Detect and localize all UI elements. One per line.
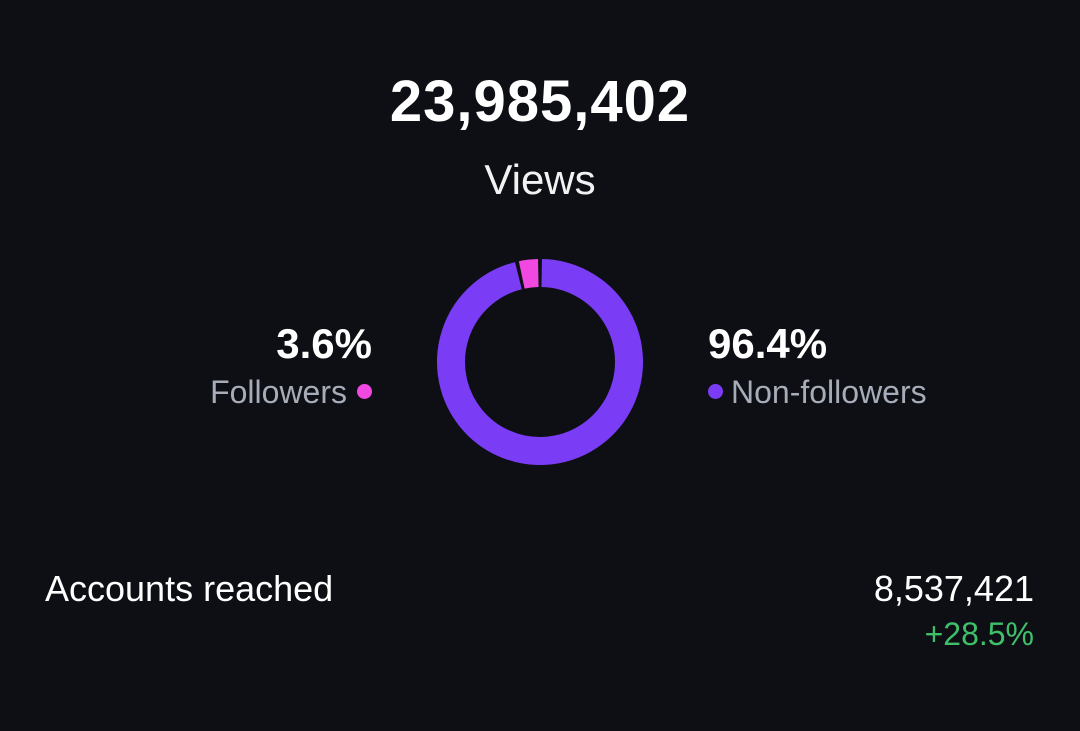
followers-percent: 3.6% <box>276 320 372 367</box>
accounts-reached-label: Accounts reached <box>45 568 334 609</box>
followers-segment-legend: 3.6% Followers <box>210 318 372 414</box>
total-views-count: 23,985,402 <box>389 69 691 134</box>
non-followers-segment-legend: 96.4% Non-followers <box>708 318 927 414</box>
non-followers-donut-segment <box>437 259 643 465</box>
followers-dot-icon <box>357 384 372 400</box>
non-followers-label: Non-followers <box>731 374 927 410</box>
accounts-reached-change: +28.5% <box>924 616 1034 652</box>
followers-label: Followers <box>210 374 347 410</box>
accounts-reached-value: 8,537,421 <box>873 568 1034 609</box>
followers-donut-segment <box>518 259 539 289</box>
views-label: Views <box>484 156 596 203</box>
non-followers-dot-icon <box>708 384 723 400</box>
non-followers-percent: 96.4% <box>708 320 828 367</box>
views-donut-chart <box>437 259 643 465</box>
